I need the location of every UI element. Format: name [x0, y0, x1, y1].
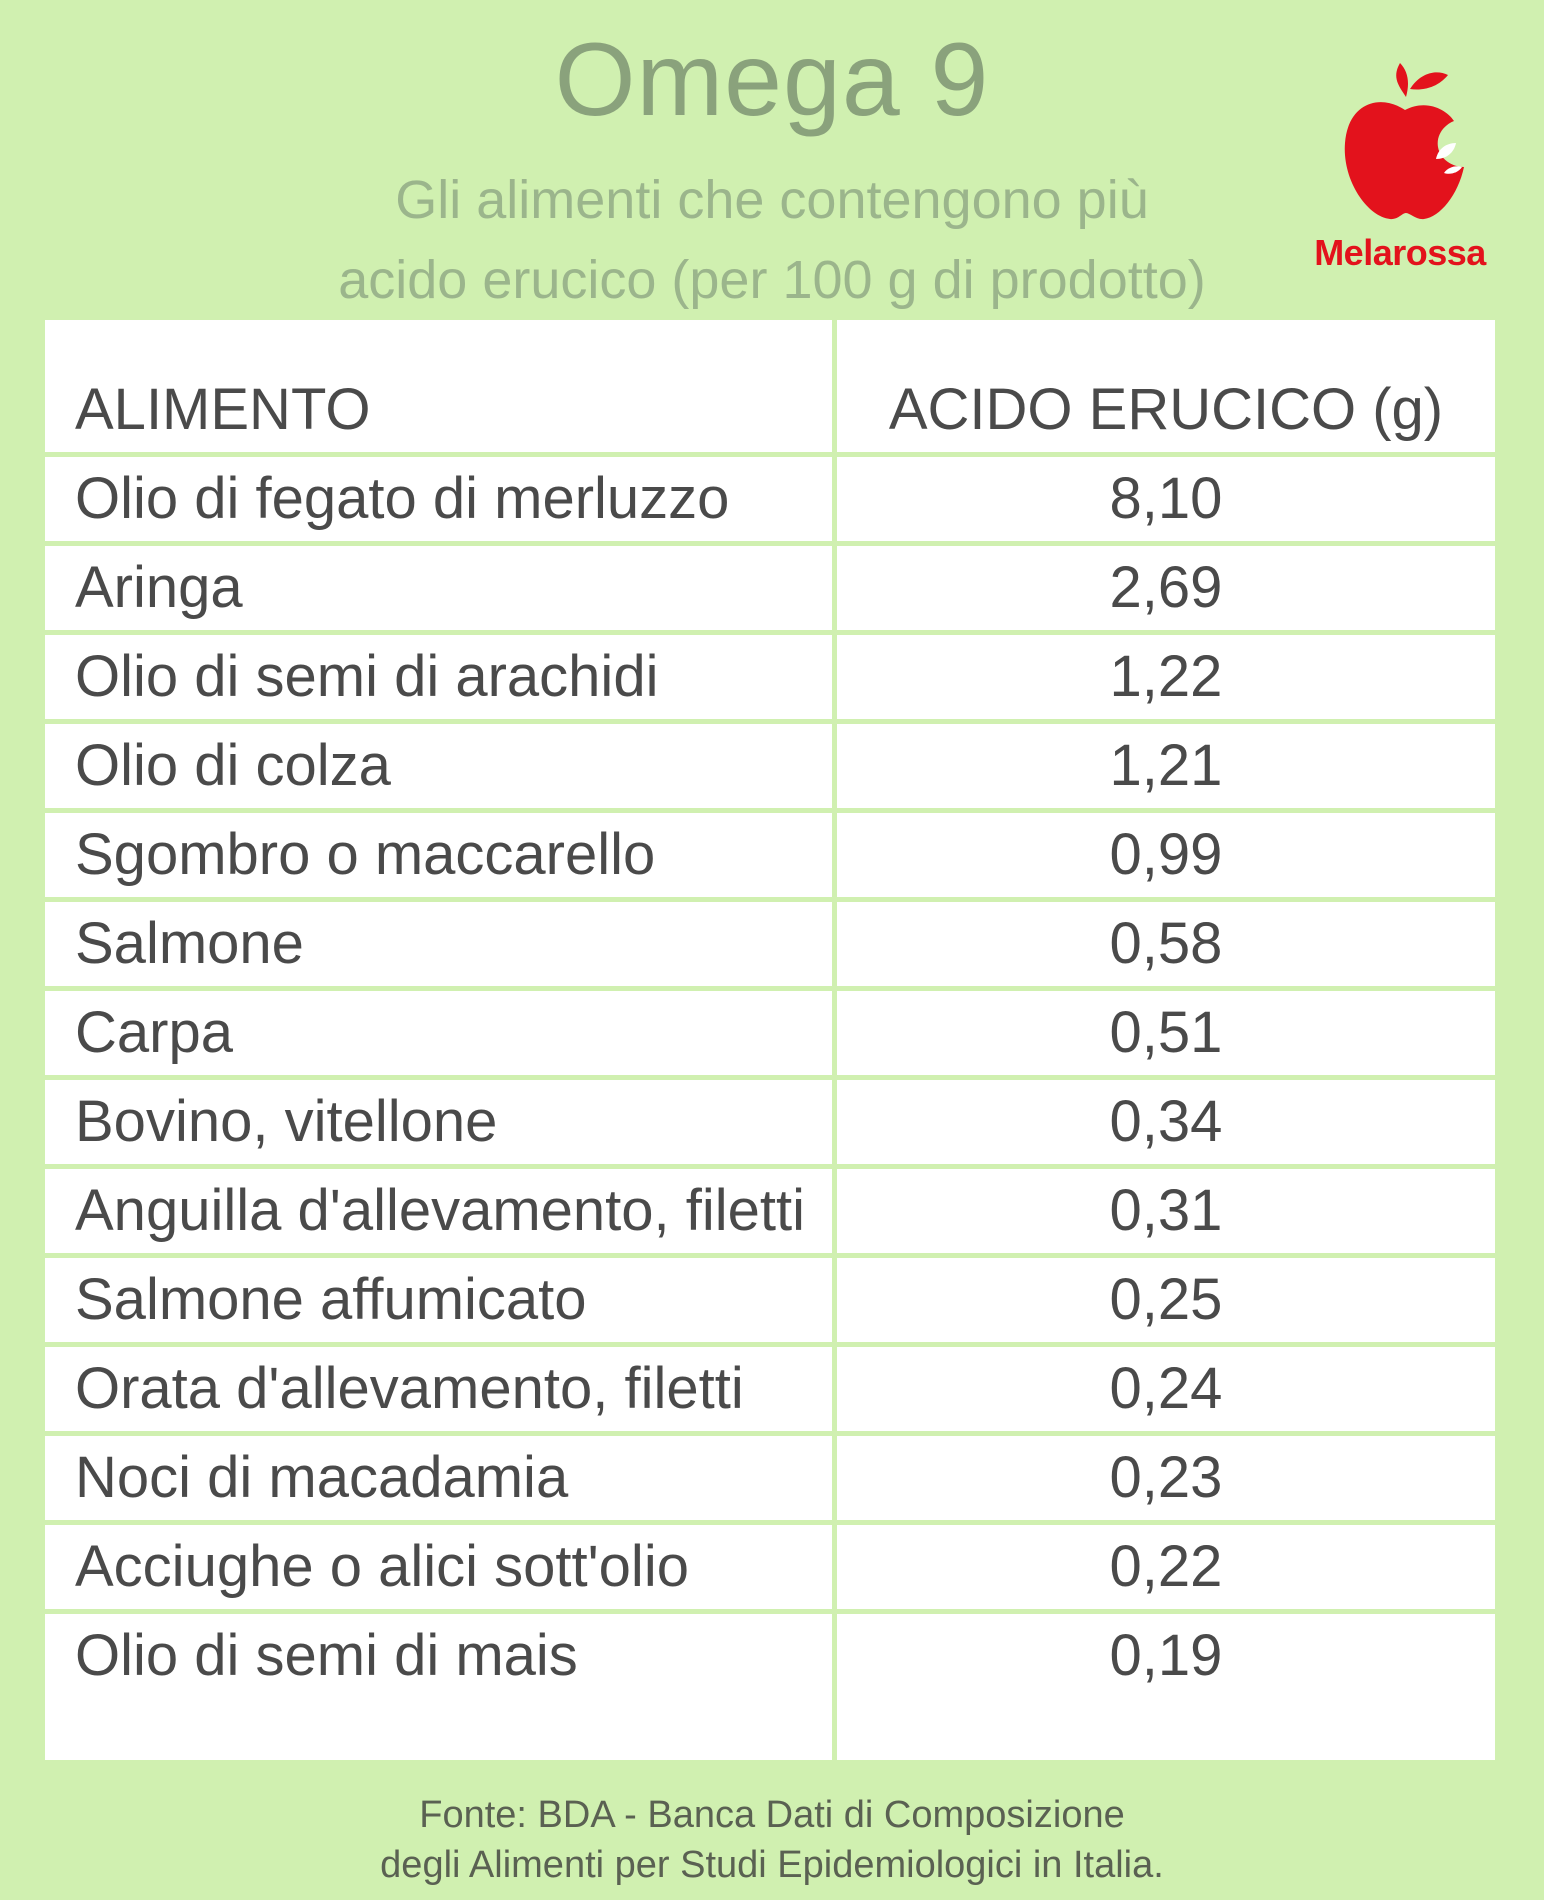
column-divider — [832, 320, 837, 1760]
erucic-value: 0,19 — [1109, 1623, 1223, 1688]
erucic-value: 1,21 — [1109, 733, 1223, 798]
subtitle-line-1: Gli alimenti che contengono più — [395, 170, 1149, 230]
source-line-2: degli Alimenti per Studi Epidemiologici … — [380, 1844, 1164, 1886]
table-header-row: ALIMENTO ACIDO ERUCICO (g) — [45, 368, 1495, 457]
food-name: Noci di macadamia — [75, 1445, 569, 1510]
table-row: Anguilla d'allevamento, filetti 0,31 — [45, 1169, 1495, 1258]
erucic-value: 2,69 — [1109, 555, 1223, 620]
food-name: Salmone affumicato — [75, 1267, 587, 1332]
apple-icon — [1344, 63, 1464, 220]
food-name: Salmone — [75, 911, 304, 976]
table-row: Olio di semi di mais 0,19 — [45, 1614, 1495, 1698]
erucic-value: 0,22 — [1109, 1534, 1223, 1599]
table-row: Orata d'allevamento, filetti 0,24 — [45, 1347, 1495, 1436]
erucic-value: 1,22 — [1109, 644, 1223, 709]
erucic-value: 0,99 — [1109, 822, 1223, 887]
erucic-value: 8,10 — [1109, 466, 1223, 531]
table-row: Olio di colza 1,21 — [45, 724, 1495, 813]
logo-text: Melarossa — [1314, 232, 1486, 273]
header-food: ALIMENTO — [75, 377, 371, 442]
food-name: Anguilla d'allevamento, filetti — [75, 1178, 806, 1243]
food-name: Acciughe o alici sott'olio — [75, 1534, 689, 1599]
food-name: Olio di fegato di merluzzo — [75, 466, 730, 531]
table-row: Olio di fegato di merluzzo 8,10 — [45, 457, 1495, 546]
erucic-value: 0,25 — [1109, 1267, 1223, 1332]
table-row: Olio di semi di arachidi 1,22 — [45, 635, 1495, 724]
table-row: Sgombro o maccarello 0,99 — [45, 813, 1495, 902]
table-row: Bovino, vitellone 0,34 — [45, 1080, 1495, 1169]
page-title: Omega 9 — [554, 22, 990, 138]
table-row: Salmone 0,58 — [45, 902, 1495, 991]
food-name: Olio di semi di arachidi — [75, 644, 659, 709]
subtitle-line-2: acido erucico (per 100 g di prodotto) — [338, 250, 1206, 310]
food-name: Orata d'allevamento, filetti — [75, 1356, 744, 1421]
food-name: Carpa — [75, 1000, 233, 1065]
erucic-value: 0,34 — [1109, 1089, 1223, 1154]
table-row: Carpa 0,51 — [45, 991, 1495, 1080]
erucic-value: 0,51 — [1109, 1000, 1223, 1065]
food-name: Bovino, vitellone — [75, 1089, 498, 1154]
erucic-value: 0,58 — [1109, 911, 1223, 976]
food-name: Olio di colza — [75, 733, 391, 798]
food-name: Sgombro o maccarello — [75, 822, 656, 887]
food-name: Aringa — [75, 555, 243, 620]
table-row: Acciughe o alici sott'olio 0,22 — [45, 1525, 1495, 1614]
source-line-1: Fonte: BDA - Banca Dati di Composizione — [419, 1794, 1125, 1836]
erucic-value: 0,24 — [1109, 1356, 1223, 1421]
erucic-value: 0,23 — [1109, 1445, 1223, 1510]
header-value: ACIDO ERUCICO (g) — [888, 377, 1444, 442]
melarossa-logo: Melarossa — [1300, 55, 1500, 275]
food-name: Olio di semi di mais — [75, 1623, 578, 1688]
table-row: Aringa 2,69 — [45, 546, 1495, 635]
table-row: Noci di macadamia 0,23 — [45, 1436, 1495, 1525]
erucic-acid-table: ALIMENTO ACIDO ERUCICO (g) Olio di fegat… — [45, 320, 1495, 1760]
table-row: Salmone affumicato 0,25 — [45, 1258, 1495, 1347]
source-note: Fonte: BDA - Banca Dati di Composizione … — [0, 1790, 1544, 1890]
erucic-value: 0,31 — [1109, 1178, 1223, 1243]
page-subtitle: Gli alimenti che contengono più acido er… — [250, 160, 1294, 320]
